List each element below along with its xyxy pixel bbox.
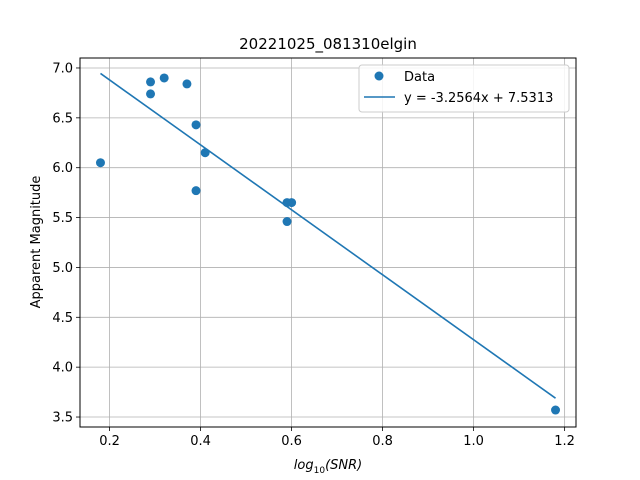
fit-line [100, 72, 556, 399]
data-point [146, 89, 156, 99]
y-tick-label: 6.0 [52, 161, 73, 176]
y-tick-label: 4.5 [52, 311, 73, 326]
legend-label-fit: y = -3.2564x + 7.5313 [404, 91, 553, 106]
plot-frame [79, 57, 577, 428]
y-axis-ticks: 3.5 4.0 4.5 5.0 5.5 6.0 6.5 7.0 [52, 61, 80, 426]
y-tick-label: 5.5 [52, 211, 73, 226]
x-tick-label: 1.2 [554, 434, 575, 449]
x-tick-label: 0.8 [372, 434, 393, 449]
data-point [159, 73, 169, 83]
fit-line-layer [100, 72, 556, 399]
legend-marker-data [374, 71, 384, 81]
data-point [287, 198, 297, 208]
data-point [146, 77, 156, 87]
data-point [182, 79, 192, 89]
data-point [191, 120, 201, 130]
x-tick-label: 0.4 [190, 434, 211, 449]
data-point [200, 148, 210, 158]
data-point [551, 405, 561, 415]
legend: Data y = -3.2564x + 7.5313 [358, 64, 570, 113]
x-axis-label-base: log [294, 458, 314, 473]
legend-label-data: Data [404, 70, 435, 85]
y-tick-label: 4.0 [52, 361, 73, 376]
y-axis-label: Apparent Magnitude [29, 176, 44, 309]
y-tick-label: 7.0 [52, 61, 73, 76]
x-tick-label: 0.6 [281, 434, 302, 449]
chart-title: 20221025_081310elgin [239, 35, 417, 54]
grid-lines [80, 58, 576, 427]
x-axis-label-arg: (SNR) [325, 458, 362, 473]
data-point [95, 158, 105, 168]
data-points-layer [95, 73, 561, 415]
legend-box [358, 64, 570, 113]
y-tick-label: 6.5 [52, 111, 73, 126]
data-point [282, 217, 292, 227]
x-axis-ticks: 0.2 0.4 0.6 0.8 1.0 1.2 [99, 427, 575, 449]
data-point [191, 186, 201, 196]
x-axis-label-sub: 10 [314, 466, 326, 476]
x-axis-label: log10(SNR) [294, 458, 362, 476]
y-tick-label: 5.0 [52, 261, 73, 276]
x-tick-label: 0.2 [99, 434, 120, 449]
y-tick-label: 3.5 [52, 411, 73, 426]
x-tick-label: 1.0 [463, 434, 484, 449]
